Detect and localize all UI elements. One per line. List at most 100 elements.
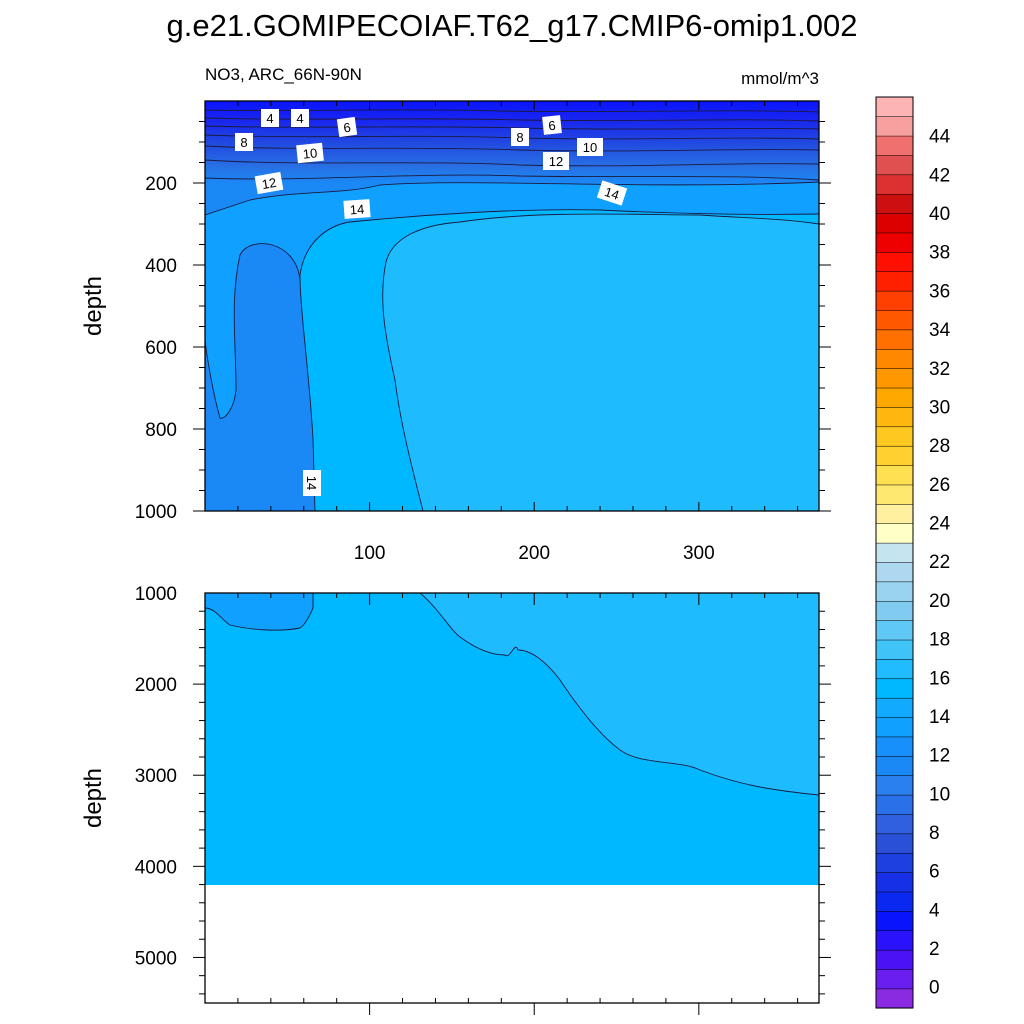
colorbar-bin bbox=[875, 833, 914, 854]
contour-label: 14 bbox=[303, 470, 321, 496]
colorbar-bin bbox=[875, 271, 914, 292]
colorbar-tick-label: 14 bbox=[929, 707, 951, 728]
colorbar-bin bbox=[875, 561, 914, 583]
svg-text:10: 10 bbox=[583, 140, 597, 155]
contour-label: 6 bbox=[336, 116, 358, 138]
colorbar-bin bbox=[875, 232, 914, 253]
colorbar-tick-label: 44 bbox=[929, 127, 951, 148]
colorbar-bin bbox=[875, 426, 914, 447]
top-x-tick-label: 200 bbox=[518, 543, 550, 564]
colorbar-bin bbox=[875, 484, 914, 505]
colorbar-tick-label: 30 bbox=[929, 397, 950, 418]
colorbar-tick-label: 8 bbox=[929, 823, 940, 844]
top-y-tick-label: 1000 bbox=[135, 502, 177, 523]
contour-label: 10 bbox=[577, 138, 603, 156]
top-y-tick-label: 600 bbox=[145, 338, 177, 359]
colorbar-tick-label: 0 bbox=[929, 978, 940, 999]
bottom-y-tick-label: 3000 bbox=[135, 766, 177, 787]
top-field-region-15-plus bbox=[382, 213, 819, 511]
colorbar-bin bbox=[875, 891, 914, 912]
colorbar-bin bbox=[875, 290, 914, 311]
colorbar-bin bbox=[875, 445, 914, 466]
colorbar-bin bbox=[875, 523, 914, 544]
top-y-tick-label: 400 bbox=[145, 256, 177, 277]
bottom-y-tick-label: 4000 bbox=[135, 857, 177, 878]
top-panel-ticks: 100 200 300 200 400 600 800 1000 bbox=[135, 101, 831, 564]
colorbar-bin bbox=[875, 736, 914, 757]
colorbar: 0246810121416182022242628303234363840424… bbox=[875, 96, 951, 1009]
bottom-panel-frame bbox=[204, 592, 820, 1004]
contour-label: 4 bbox=[291, 109, 309, 127]
colorbar-tick-label: 20 bbox=[929, 591, 950, 612]
colorbar-bin bbox=[875, 387, 914, 408]
svg-text:8: 8 bbox=[516, 130, 523, 145]
colorbar-frame bbox=[875, 96, 914, 1009]
colorbar-bin bbox=[875, 600, 914, 621]
colorbar-tick-label: 18 bbox=[929, 630, 950, 651]
colorbar-bin bbox=[875, 678, 914, 699]
svg-text:14: 14 bbox=[349, 202, 364, 218]
colorbar-tick-label: 42 bbox=[929, 165, 950, 186]
contour-label: 14 bbox=[596, 180, 628, 206]
svg-text:6: 6 bbox=[342, 120, 351, 136]
colorbar-bin bbox=[875, 154, 914, 176]
colorbar-bin bbox=[875, 717, 914, 738]
svg-text:6: 6 bbox=[548, 118, 557, 134]
top-contour-labels: 4 4 6 8 10 8 6 10 12 12 14 14 14 bbox=[235, 109, 628, 496]
colorbar-bin bbox=[875, 852, 914, 873]
contour-label: 4 bbox=[261, 109, 279, 127]
svg-text:14: 14 bbox=[304, 476, 319, 490]
chart-title: g.e21.GOMIPECOIAF.T62_g17.CMIP6-omip1.00… bbox=[167, 8, 858, 43]
colorbar-bin bbox=[875, 465, 914, 486]
colorbar-tick-label: 6 bbox=[929, 862, 940, 883]
colorbar-bin bbox=[875, 135, 914, 156]
contour-label: 6 bbox=[542, 115, 562, 135]
svg-text:12: 12 bbox=[261, 175, 278, 192]
svg-text:4: 4 bbox=[296, 111, 303, 126]
colorbar-tick-label: 4 bbox=[929, 900, 940, 921]
bottom-contour-lines bbox=[205, 593, 819, 796]
contour-label: 8 bbox=[235, 133, 253, 151]
contour-label: 8 bbox=[511, 128, 529, 146]
colorbar-tick-label: 10 bbox=[929, 784, 950, 805]
colorbar-tick-label: 28 bbox=[929, 436, 950, 457]
colorbar-tick-label: 38 bbox=[929, 243, 950, 264]
top-panel: 4 4 6 8 10 8 6 10 12 12 14 14 14 100 200 3… bbox=[80, 100, 831, 564]
contour-label: 14 bbox=[343, 199, 371, 219]
bottom-panel: 1000 2000 3000 4000 5000 depth bbox=[80, 584, 831, 1015]
units-subtitle: mmol/m^3 bbox=[741, 69, 819, 88]
bottom-y-axis-label: depth bbox=[80, 768, 107, 828]
bottom-panel-ticks: 1000 2000 3000 4000 5000 bbox=[135, 584, 831, 1015]
colorbar-bin bbox=[875, 348, 914, 369]
colorbar-tick-label: 36 bbox=[929, 281, 950, 302]
colorbar-bin bbox=[875, 542, 914, 563]
colorbar-tick-label: 22 bbox=[929, 552, 950, 573]
top-x-tick-label: 300 bbox=[683, 543, 715, 564]
top-x-tick-label: 100 bbox=[354, 543, 386, 564]
colorbar-bin bbox=[875, 775, 914, 796]
colorbar-bin bbox=[875, 639, 914, 660]
colorbar-bin bbox=[875, 988, 914, 1009]
colorbar-bin bbox=[875, 658, 914, 680]
bottom-y-tick-label: 5000 bbox=[135, 948, 177, 969]
contour-label: 10 bbox=[296, 142, 324, 164]
colorbar-bin bbox=[875, 872, 914, 893]
bottom-y-tick-label: 1000 bbox=[135, 584, 177, 605]
colorbar-bin bbox=[875, 406, 914, 428]
colorbar-bin bbox=[875, 581, 914, 602]
top-y-tick-label: 800 bbox=[145, 420, 177, 441]
bottom-field-region-upper-left bbox=[205, 593, 313, 631]
colorbar-tick-label: 26 bbox=[929, 475, 950, 496]
bottom-y-tick-label: 2000 bbox=[135, 675, 177, 696]
colorbar-bin bbox=[875, 174, 914, 195]
colorbar-bin bbox=[875, 794, 914, 815]
left-subtitle: NO3, ARC_66N-90N bbox=[205, 65, 362, 84]
svg-text:14: 14 bbox=[603, 184, 621, 203]
colorbar-bin bbox=[875, 116, 914, 137]
colorbar-bin bbox=[875, 329, 914, 350]
colorbar-tick-label: 2 bbox=[929, 939, 940, 960]
top-y-tick-label: 200 bbox=[145, 174, 177, 195]
svg-text:8: 8 bbox=[240, 135, 247, 150]
colorbar-bin bbox=[875, 620, 914, 641]
